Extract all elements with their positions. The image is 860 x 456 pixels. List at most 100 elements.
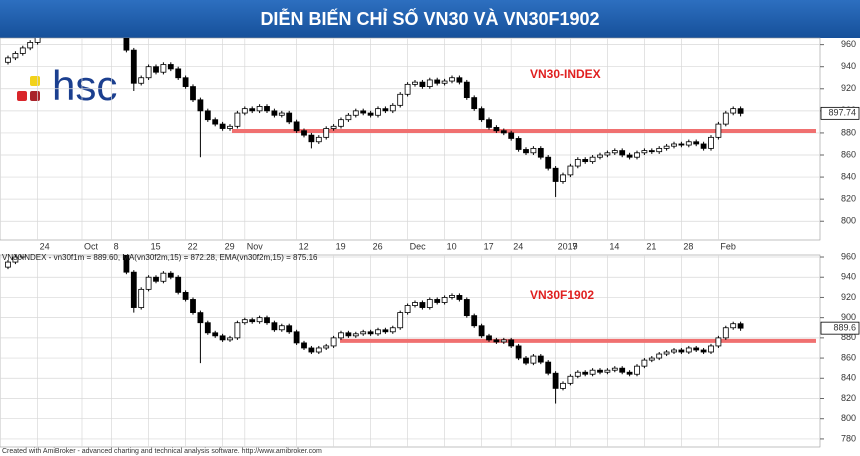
candle-body xyxy=(419,81,426,87)
x-tick-label: 7 xyxy=(572,241,577,251)
candle-body xyxy=(338,119,344,127)
candle-body xyxy=(234,112,241,127)
candle-body xyxy=(456,295,463,300)
candle-body xyxy=(471,97,478,110)
candle-body xyxy=(597,369,603,373)
candle-body xyxy=(434,299,441,303)
candle-body xyxy=(426,79,433,87)
candle-body xyxy=(241,319,248,324)
x-tick-label: 24 xyxy=(513,241,523,251)
candle-body xyxy=(212,332,219,337)
candle-body xyxy=(28,247,33,251)
candle-body xyxy=(5,57,11,63)
candle-body xyxy=(493,127,500,132)
candle-body xyxy=(19,47,26,54)
x-tick-label: 12 xyxy=(299,241,309,251)
x-tick-label: 17 xyxy=(484,241,494,251)
candle-body xyxy=(153,276,159,282)
candle-body xyxy=(693,141,700,145)
candle-body xyxy=(604,152,611,156)
candle-body xyxy=(160,272,167,282)
y-tick-label: 840 xyxy=(841,171,856,181)
candle-body xyxy=(130,49,137,84)
candle-body xyxy=(486,335,492,341)
candle-body xyxy=(626,371,633,375)
candle-body xyxy=(308,134,315,143)
last-value-label: 897.74 xyxy=(828,108,856,118)
candle-body xyxy=(308,347,315,353)
candle-body xyxy=(523,149,529,154)
candle-body xyxy=(227,337,233,341)
title-banner xyxy=(0,0,860,38)
last-value-tag xyxy=(820,106,860,120)
candle-body xyxy=(293,331,300,344)
candle-body xyxy=(278,325,285,331)
candle-body xyxy=(500,130,507,134)
indicator-header: VN30INDEX - vn30f1m = 889.60, MA(vn30f2m… xyxy=(2,253,318,262)
candle-body xyxy=(656,147,663,153)
candle-body xyxy=(138,288,145,308)
candle-body xyxy=(34,38,41,43)
y-tick-label: 880 xyxy=(841,127,856,137)
x-tick-label: Nov xyxy=(247,241,264,251)
x-tick-label: 19 xyxy=(336,241,346,251)
candle-body xyxy=(271,322,278,331)
candle-body xyxy=(530,355,537,364)
candle-body xyxy=(404,83,411,95)
candle-body xyxy=(693,347,700,351)
candle-body xyxy=(271,110,278,116)
x-tick-label: Oct xyxy=(84,241,99,251)
candle-body xyxy=(397,93,404,106)
candle-body xyxy=(463,299,470,317)
x-tick-label: 24 xyxy=(40,241,50,251)
candle-body xyxy=(389,327,396,333)
candle-body xyxy=(619,367,626,373)
x-tick-label: 8 xyxy=(114,241,119,251)
candle-body xyxy=(27,42,34,49)
candle-body xyxy=(301,342,307,349)
footer: Created with AmiBroker - advanced charti… xyxy=(2,448,322,455)
candle-body xyxy=(552,167,559,182)
candle-body xyxy=(130,271,137,308)
candle-body xyxy=(574,159,581,167)
y-tick-label: 820 xyxy=(841,393,856,403)
candle-body xyxy=(737,323,744,329)
candle-body xyxy=(419,302,426,308)
candle-body xyxy=(611,367,618,371)
candle-body xyxy=(264,106,270,112)
plot-area xyxy=(0,38,820,240)
candle-body xyxy=(515,345,522,359)
candle-body xyxy=(138,77,145,84)
candle-body xyxy=(500,339,507,343)
candle-body xyxy=(412,81,418,85)
y-tick-label: 960 xyxy=(841,39,856,49)
candle-body xyxy=(730,108,737,114)
candle-body xyxy=(560,174,566,182)
candle-body xyxy=(5,261,11,268)
candle-body xyxy=(389,104,396,112)
candle-body xyxy=(352,110,359,116)
page-title: DIỄN BIẾN CHỈ SỐ VN30 VÀ VN30F1902 xyxy=(260,8,599,29)
x-tick-label: 2019 xyxy=(558,241,578,251)
candle-body xyxy=(545,361,552,374)
candle-body xyxy=(589,369,596,375)
candle-body xyxy=(382,329,389,333)
x-tick-label: 22 xyxy=(188,241,198,251)
x-tick-label: 14 xyxy=(609,241,619,251)
y-tick-label: 860 xyxy=(841,149,856,159)
candle-body xyxy=(375,108,381,116)
candle-body xyxy=(493,339,500,343)
candle-body xyxy=(737,108,744,114)
candle-body xyxy=(19,255,26,258)
candle-body xyxy=(197,99,204,112)
candle-body xyxy=(278,112,285,116)
candle-body xyxy=(212,119,219,125)
candle-body xyxy=(360,331,367,335)
candle-body xyxy=(486,119,492,128)
candle-body xyxy=(160,64,167,73)
candle-body xyxy=(219,335,226,341)
candle-body xyxy=(478,325,485,337)
candle-body xyxy=(123,38,130,51)
last-value-label: 889.6 xyxy=(833,323,856,333)
